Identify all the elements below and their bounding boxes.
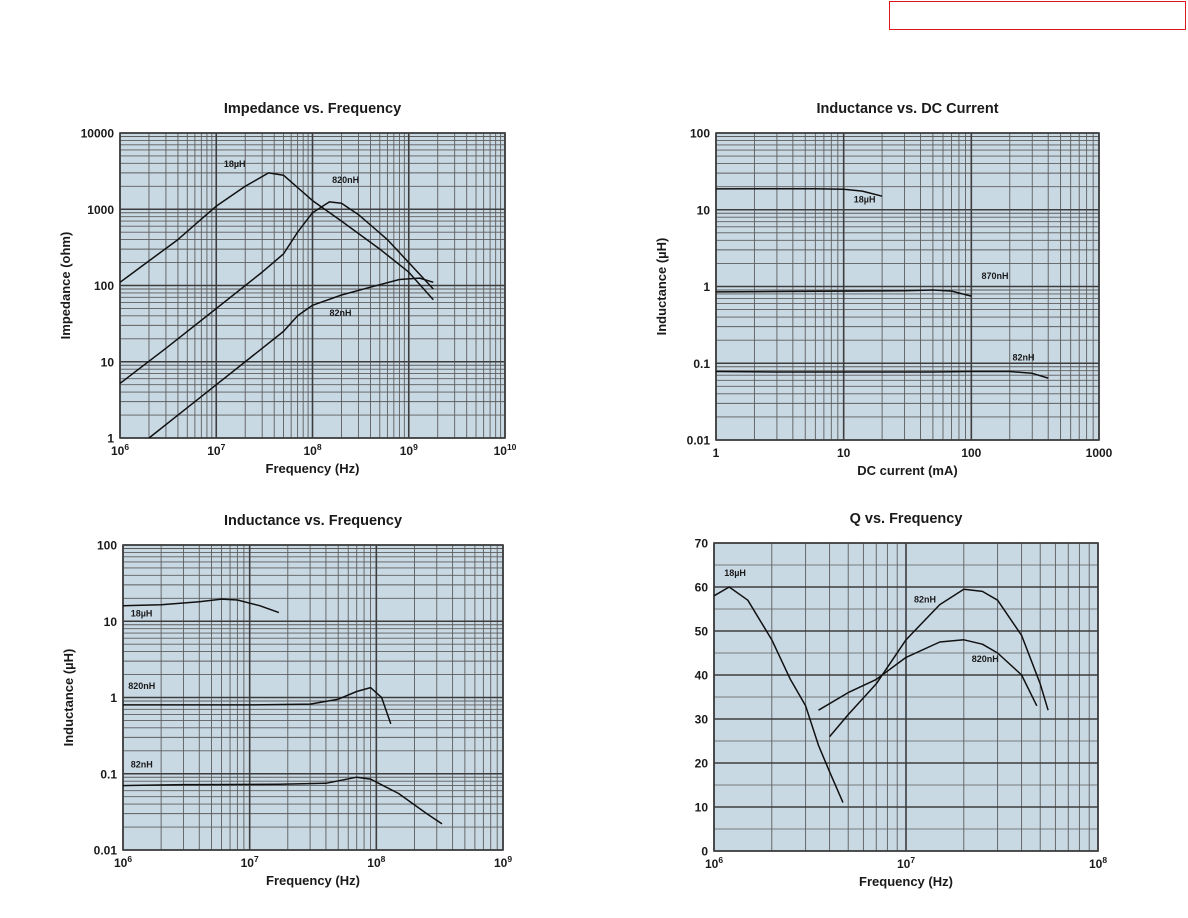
chart-title: Q vs. Frequency bbox=[850, 511, 963, 527]
series-line-18uh bbox=[713, 586, 844, 803]
series-label-82nh: 82nH bbox=[914, 594, 936, 604]
x-tick-label: 107 bbox=[241, 854, 259, 870]
y-tick-label: 100 bbox=[94, 279, 114, 293]
series-line-820nh bbox=[818, 639, 1038, 711]
x-tick-label: 106 bbox=[111, 442, 129, 458]
y-tick-label: 60 bbox=[695, 581, 709, 595]
y-tick-label: 70 bbox=[695, 537, 709, 551]
y-tick-label: 30 bbox=[695, 713, 709, 727]
x-tick-label: 108 bbox=[367, 854, 385, 870]
series-label-820nh: 820nH bbox=[332, 175, 359, 185]
series-label-82nh: 82nH bbox=[329, 308, 351, 318]
x-tick-label: 1000 bbox=[1086, 446, 1113, 460]
x-tick-label: 10 bbox=[837, 446, 851, 460]
y-tick-label: 0 bbox=[701, 845, 708, 859]
series-line-82nh bbox=[148, 277, 434, 439]
x-tick-label: 108 bbox=[1089, 855, 1107, 871]
x-tick-label: 109 bbox=[400, 442, 418, 458]
y-tick-label: 1000 bbox=[87, 203, 114, 217]
x-tick-label: 1010 bbox=[494, 442, 517, 458]
series-line-82nh bbox=[829, 588, 1049, 738]
q-vs-frequency-chart: Q vs. Frequency 106 107 108 0 10 20 30 40 50 60 70 F… bbox=[695, 511, 1108, 889]
y-tick-label: 10 bbox=[104, 615, 118, 629]
header-frame-box bbox=[889, 1, 1186, 30]
x-tick-label: 107 bbox=[207, 442, 225, 458]
series-line-82nh bbox=[122, 776, 443, 825]
series-line-820nh bbox=[119, 201, 434, 384]
grid bbox=[713, 542, 1099, 852]
series-line-18uh bbox=[119, 172, 434, 301]
x-tick-label: 109 bbox=[494, 854, 512, 870]
y-tick-label: 0.1 bbox=[100, 767, 117, 781]
x-tick-label: 108 bbox=[303, 442, 321, 458]
x-axis-label: DC current (mA) bbox=[857, 463, 957, 478]
chart-title: Impedance vs. Frequency bbox=[224, 101, 401, 117]
series-label-82nh: 82nH bbox=[1012, 353, 1034, 363]
series-label-820nh: 820nH bbox=[972, 654, 999, 664]
y-tick-label: 10 bbox=[101, 355, 115, 369]
y-tick-label: 0.01 bbox=[94, 844, 118, 858]
series-label-820nh: 820nH bbox=[128, 681, 155, 691]
series-label-82nh: 82nH bbox=[131, 760, 153, 770]
plot-frame bbox=[715, 132, 1100, 441]
x-axis-label: Frequency (Hz) bbox=[266, 873, 360, 888]
x-tick-label: 1 bbox=[713, 446, 720, 460]
chart-title: Inductance vs. Frequency bbox=[224, 513, 402, 529]
x-axis-label: Frequency (Hz) bbox=[266, 461, 360, 476]
y-tick-label: 10000 bbox=[81, 127, 115, 141]
y-tick-label: 1 bbox=[107, 432, 114, 446]
grid bbox=[715, 132, 1100, 441]
y-tick-label: 1 bbox=[110, 691, 117, 705]
inductance-vs-dc-current-chart: Inductance vs. DC Current 1 10 100 1000 0.01 0… bbox=[654, 101, 1113, 478]
series-line-18uh bbox=[715, 187, 883, 197]
grid bbox=[119, 132, 506, 439]
y-tick-label: 100 bbox=[97, 539, 117, 553]
y-tick-label: 50 bbox=[695, 625, 709, 639]
y-tick-label: 20 bbox=[695, 757, 709, 771]
series-line-18uh bbox=[122, 598, 280, 614]
plot-frame bbox=[713, 542, 1099, 852]
series-line-820nh bbox=[123, 686, 392, 725]
chart-title: Inductance vs. DC Current bbox=[816, 101, 998, 117]
series-label-18uh: 18µH bbox=[224, 159, 246, 169]
y-axis-label: Inductance (µH) bbox=[654, 238, 669, 336]
inductance-vs-frequency-chart: Inductance vs. Frequency 106 107 108 109 0.01… bbox=[61, 513, 512, 888]
plot-frame bbox=[119, 132, 506, 439]
series-label-18uh: 18µH bbox=[724, 568, 746, 578]
x-tick-label: 100 bbox=[961, 446, 981, 460]
y-tick-label: 10 bbox=[695, 801, 709, 815]
series-line-82nh bbox=[715, 370, 1049, 379]
y-axis-label: Inductance (µH) bbox=[61, 649, 76, 747]
y-tick-label: 0.01 bbox=[687, 434, 711, 448]
x-axis-label: Frequency (Hz) bbox=[859, 874, 953, 889]
series-label-18uh: 18µH bbox=[854, 194, 876, 204]
y-tick-label: 1 bbox=[703, 280, 710, 294]
y-tick-label: 100 bbox=[690, 127, 710, 141]
y-tick-label: 40 bbox=[695, 669, 709, 683]
y-axis-label: Impedance (ohm) bbox=[58, 232, 73, 340]
y-tick-label: 0.1 bbox=[693, 357, 710, 371]
series-label-870nh: 870nH bbox=[981, 271, 1008, 281]
x-tick-label: 106 bbox=[114, 854, 132, 870]
series-label-18uh: 18µH bbox=[131, 609, 153, 619]
x-tick-label: 107 bbox=[897, 855, 915, 871]
series-line-870nh bbox=[715, 289, 972, 297]
y-tick-label: 10 bbox=[697, 203, 711, 217]
x-tick-label: 106 bbox=[705, 855, 723, 871]
plot-frame bbox=[122, 544, 504, 851]
